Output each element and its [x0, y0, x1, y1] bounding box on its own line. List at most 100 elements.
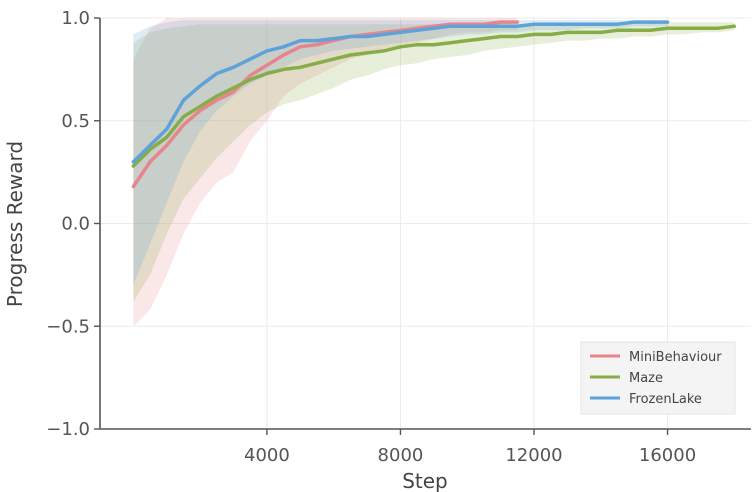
point-frozenlake-30	[633, 20, 636, 24]
point-maze-15	[382, 49, 385, 53]
point-frozenlake-0	[132, 160, 135, 163]
x-tick-label-3: 16000	[639, 445, 696, 466]
x-axis-label: Step	[402, 469, 448, 492]
grid-lines	[100, 17, 751, 429]
point-maze-34	[699, 27, 703, 30]
point-minibehaviour-5	[215, 99, 218, 102]
point-frozenlake-6	[232, 66, 235, 69]
point-maze-28	[599, 31, 602, 34]
point-frozenlake-1	[148, 144, 152, 147]
band-maze	[133, 22, 735, 302]
point-maze-0	[132, 164, 135, 168]
point-frozenlake-2	[165, 127, 168, 131]
point-minibehaviour-2	[165, 144, 168, 147]
point-maze-8	[265, 72, 269, 75]
point-maze-32	[666, 27, 669, 30]
point-maze-9	[282, 68, 285, 71]
y-tick-label-2: 0.0	[61, 214, 90, 235]
legend: MiniBehaviour Maze FrozenLake	[580, 341, 736, 415]
point-frozenlake-29	[616, 23, 619, 26]
point-maze-5	[215, 94, 218, 98]
point-frozenlake-9	[282, 45, 285, 48]
point-minibehaviour-9	[282, 53, 285, 57]
point-minibehaviour-11	[315, 43, 319, 46]
point-minibehaviour-23	[516, 20, 519, 24]
point-maze-18	[432, 43, 435, 46]
point-frozenlake-15	[382, 33, 385, 36]
series-lines	[131, 20, 737, 189]
point-frozenlake-31	[649, 20, 652, 24]
x-tick-label-2: 12000	[505, 445, 562, 466]
line-minibehaviour	[131, 20, 520, 189]
point-frozenlake-32	[666, 20, 669, 24]
point-frozenlake-7	[249, 57, 252, 61]
point-maze-24	[532, 33, 536, 36]
legend-label-frozenlake: FrozenLake	[629, 392, 702, 407]
point-frozenlake-20	[466, 25, 469, 28]
point-frozenlake-23	[516, 25, 519, 28]
point-frozenlake-12	[332, 37, 335, 40]
point-frozenlake-4	[199, 84, 202, 88]
y-tick-label-0: −1.0	[46, 419, 90, 440]
point-minibehaviour-0	[132, 185, 135, 188]
point-maze-23	[516, 35, 519, 38]
y-ticks: −1.0 −0.5 0.0 0.5 1.0	[46, 8, 100, 440]
point-frozenlake-21	[482, 25, 486, 28]
point-frozenlake-25	[549, 23, 552, 26]
legend-label-minibehaviour: MiniBehaviour	[629, 350, 722, 365]
point-frozenlake-11	[315, 39, 319, 42]
point-minibehaviour-22	[499, 20, 502, 24]
point-frozenlake-3	[182, 99, 185, 102]
point-frozenlake-10	[299, 39, 302, 42]
point-maze-1	[148, 148, 152, 151]
point-maze-27	[582, 31, 586, 34]
point-minibehaviour-7	[249, 74, 252, 77]
y-tick-label-1: −0.5	[46, 316, 90, 337]
x-tick-label-0: 4000	[244, 445, 290, 466]
point-frozenlake-17	[416, 29, 419, 32]
point-frozenlake-26	[566, 23, 569, 26]
legend-label-maze: Maze	[629, 371, 663, 386]
point-frozenlake-28	[599, 23, 602, 26]
point-frozenlake-19	[449, 25, 452, 28]
point-maze-20	[466, 39, 469, 42]
point-minibehaviour-4	[199, 109, 202, 112]
band-frozenlake	[133, 20, 668, 286]
point-minibehaviour-8	[265, 64, 269, 67]
point-minibehaviour-3	[182, 123, 185, 127]
point-maze-12	[332, 57, 335, 61]
point-maze-4	[199, 105, 202, 108]
point-frozenlake-13	[349, 35, 352, 38]
point-maze-22	[499, 35, 502, 38]
point-minibehaviour-1	[148, 160, 152, 163]
y-tick-label-3: 0.5	[61, 111, 90, 132]
point-frozenlake-22	[499, 25, 502, 28]
point-maze-35	[716, 27, 719, 30]
point-frozenlake-8	[265, 49, 269, 53]
point-frozenlake-16	[399, 31, 402, 34]
y-tick-label-4: 1.0	[61, 8, 90, 29]
point-maze-30	[633, 29, 636, 32]
point-maze-11	[315, 62, 319, 65]
point-maze-26	[566, 31, 569, 34]
point-frozenlake-14	[365, 35, 369, 38]
point-frozenlake-27	[582, 23, 586, 26]
point-maze-31	[649, 29, 652, 32]
point-maze-19	[449, 41, 452, 44]
point-maze-36	[733, 25, 736, 28]
point-maze-7	[249, 78, 252, 81]
point-maze-16	[399, 45, 402, 48]
point-maze-21	[482, 37, 486, 40]
point-maze-33	[683, 27, 686, 30]
point-frozenlake-24	[532, 23, 536, 26]
point-maze-17	[416, 43, 419, 46]
y-axis-label: Progress Reward	[3, 141, 27, 307]
point-minibehaviour-6	[232, 90, 235, 94]
point-maze-10	[299, 66, 302, 69]
x-tick-label-1: 8000	[378, 445, 424, 466]
point-maze-25	[549, 33, 552, 36]
point-maze-29	[616, 29, 619, 32]
point-maze-2	[165, 136, 168, 139]
point-minibehaviour-10	[299, 45, 302, 48]
